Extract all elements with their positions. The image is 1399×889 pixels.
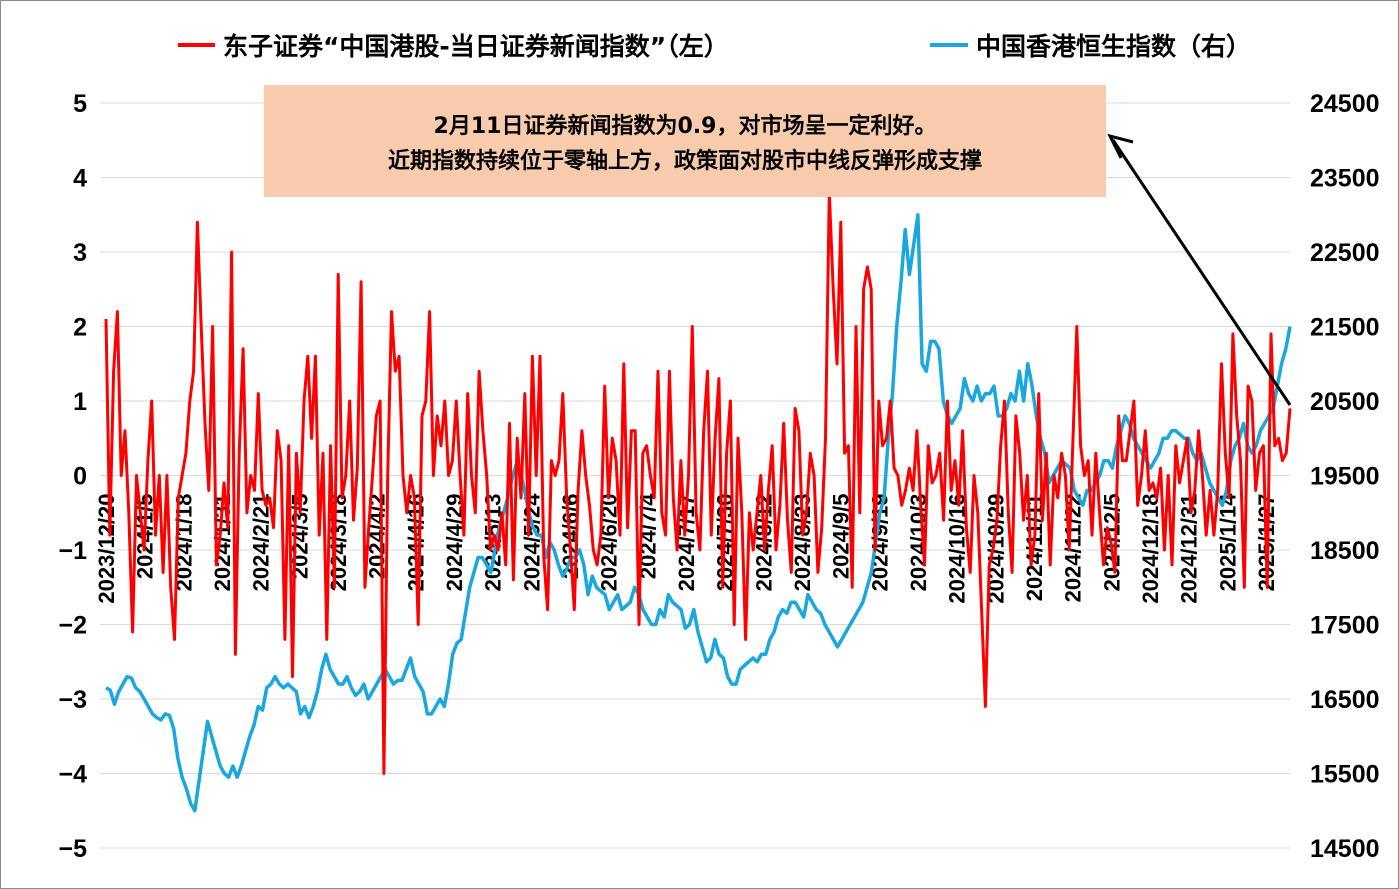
annotation-arrow bbox=[1107, 133, 1292, 406]
news-index-line bbox=[104, 190, 1292, 775]
x-tick-label: 2024/5/24 bbox=[519, 493, 544, 592]
x-tick-label: 2024/12/31 bbox=[1177, 494, 1202, 604]
left-tick-label: 5 bbox=[73, 90, 87, 118]
left-tick-label: −3 bbox=[58, 686, 87, 714]
right-tick-label: 20500 bbox=[1310, 388, 1380, 416]
arrow-line bbox=[1111, 139, 1292, 406]
x-tick-label: 2024/2/21 bbox=[249, 494, 274, 592]
right-tick-label: 22500 bbox=[1310, 239, 1380, 267]
x-tick-label: 2023/12/20 bbox=[94, 494, 119, 604]
x-tick-label: 2024/11/22 bbox=[1061, 494, 1086, 603]
left-tick-label: −4 bbox=[58, 761, 87, 789]
left-tick-label: −2 bbox=[58, 612, 87, 640]
left-tick-label: 1 bbox=[73, 388, 87, 416]
annotation-line-2: 近期指数持续位于零轴上方，政策面对股市中线反弹形成支撑 bbox=[388, 148, 982, 174]
left-tick-label: −5 bbox=[58, 835, 87, 863]
annotation-box bbox=[264, 85, 1106, 197]
legend: 东子证券“中国港股-当日证券新闻指数”（左） 中国香港恒生指数（右） bbox=[178, 32, 1251, 61]
left-tick-label: 4 bbox=[73, 165, 87, 193]
right-tick-label: 16500 bbox=[1310, 686, 1380, 714]
legend-label-news-index: 东子证券“中国港股-当日证券新闻指数”（左） bbox=[223, 32, 729, 61]
x-tick-label: 2025/1/14 bbox=[1215, 493, 1240, 592]
left-tick-label: 0 bbox=[73, 463, 87, 491]
x-tick-label: 2024/12/18 bbox=[1138, 494, 1163, 604]
left-tick-label: 2 bbox=[73, 314, 87, 342]
right-tick-label: 24500 bbox=[1310, 90, 1380, 118]
left-tick-label: 3 bbox=[73, 239, 87, 267]
arrow-head bbox=[1107, 133, 1134, 159]
left-axis-ticks: 5 4 3 2 1 0 −1 −2 −3 −4 −5 bbox=[58, 90, 87, 863]
right-tick-label: 18500 bbox=[1310, 537, 1380, 565]
right-tick-label: 19500 bbox=[1310, 463, 1380, 491]
right-tick-label: 15500 bbox=[1310, 761, 1380, 789]
legend-label-hsi: 中国香港恒生指数（右） bbox=[976, 32, 1251, 61]
right-tick-label: 21500 bbox=[1310, 314, 1380, 342]
right-tick-label: 17500 bbox=[1310, 612, 1380, 640]
annotation: 2月11日证券新闻指数为0.9，对市场呈一定利好。 近期指数持续位于零轴上方，政… bbox=[264, 85, 1106, 197]
annotation-line-1: 2月11日证券新闻指数为0.9，对市场呈一定利好。 bbox=[434, 113, 937, 139]
right-tick-label: 14500 bbox=[1310, 835, 1380, 863]
left-tick-label: −1 bbox=[58, 537, 87, 565]
right-axis-ticks: 24500 23500 22500 21500 20500 19500 18500 17500… bbox=[1310, 90, 1380, 863]
right-tick-label: 23500 bbox=[1310, 165, 1380, 193]
series-layer bbox=[104, 190, 1292, 813]
x-tick-label: 2024/10/29 bbox=[983, 493, 1008, 603]
